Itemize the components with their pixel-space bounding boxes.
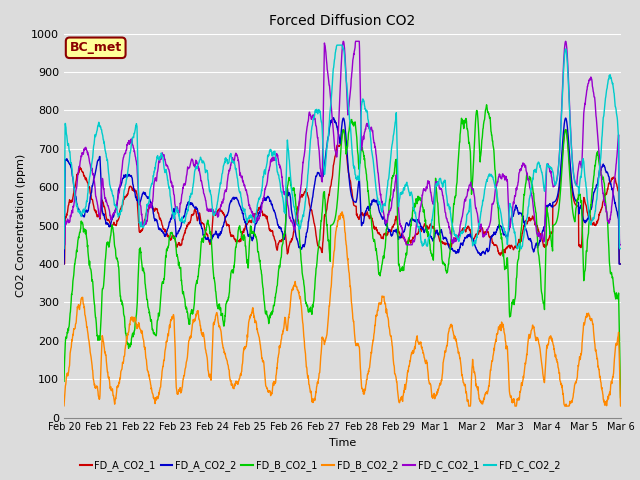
FD_C_CO2_2 bbox=[617, 246, 625, 252]
FD_B_CO2_2 bbox=[316, 366, 324, 372]
Line: FD_B_CO2_2: FD_B_CO2_2 bbox=[64, 212, 621, 406]
Legend: FD_A_CO2_1, FD_A_CO2_2, FD_B_CO2_1, FD_B_CO2_2, FD_C_CO2_1, FD_C_CO2_2: FD_A_CO2_1, FD_A_CO2_2, FD_B_CO2_1, FD_B… bbox=[76, 456, 564, 475]
FD_C_CO2_2 bbox=[60, 246, 68, 252]
FD_B_CO2_2 bbox=[60, 403, 68, 408]
Line: FD_C_CO2_1: FD_C_CO2_1 bbox=[64, 41, 621, 245]
FD_A_CO2_2 bbox=[601, 164, 609, 170]
FD_C_CO2_2 bbox=[88, 156, 96, 161]
FD_C_CO2_1 bbox=[601, 201, 609, 206]
FD_B_CO2_1 bbox=[499, 245, 506, 251]
FD_C_CO2_2 bbox=[333, 42, 341, 48]
FD_C_CO2_1 bbox=[316, 162, 324, 168]
Line: FD_A_CO2_1: FD_A_CO2_1 bbox=[64, 130, 621, 264]
FD_A_CO2_1 bbox=[499, 247, 506, 253]
FD_C_CO2_1 bbox=[60, 242, 68, 248]
FD_A_CO2_1 bbox=[316, 244, 324, 250]
Y-axis label: CO2 Concentration (ppm): CO2 Concentration (ppm) bbox=[15, 154, 26, 297]
FD_A_CO2_2 bbox=[330, 115, 337, 120]
FD_A_CO2_2 bbox=[499, 228, 506, 234]
FD_B_CO2_1 bbox=[316, 232, 324, 238]
FD_B_CO2_1 bbox=[331, 217, 339, 223]
FD_B_CO2_1 bbox=[88, 278, 96, 284]
FD_B_CO2_1 bbox=[60, 379, 68, 384]
Line: FD_A_CO2_2: FD_A_CO2_2 bbox=[64, 118, 621, 264]
FD_A_CO2_1 bbox=[340, 127, 348, 132]
FD_C_CO2_1 bbox=[88, 170, 96, 176]
FD_C_CO2_1 bbox=[331, 146, 339, 152]
FD_C_CO2_2 bbox=[499, 222, 506, 228]
FD_C_CO2_1 bbox=[601, 202, 609, 208]
FD_A_CO2_2 bbox=[617, 261, 625, 267]
FD_B_CO2_2 bbox=[602, 402, 609, 408]
FD_B_CO2_1 bbox=[617, 396, 625, 401]
FD_B_CO2_2 bbox=[617, 403, 625, 409]
FD_B_CO2_1 bbox=[601, 185, 609, 191]
FD_A_CO2_1 bbox=[601, 192, 609, 198]
FD_A_CO2_1 bbox=[331, 155, 339, 160]
FD_B_CO2_1 bbox=[483, 102, 490, 108]
Title: Forced Diffusion CO2: Forced Diffusion CO2 bbox=[269, 14, 415, 28]
FD_C_CO2_1 bbox=[499, 171, 506, 177]
FD_A_CO2_1 bbox=[88, 197, 96, 203]
FD_A_CO2_2 bbox=[60, 261, 68, 267]
FD_B_CO2_2 bbox=[331, 243, 339, 249]
FD_C_CO2_2 bbox=[316, 108, 324, 114]
FD_C_CO2_1 bbox=[617, 242, 625, 248]
FD_A_CO2_2 bbox=[88, 183, 96, 189]
FD_C_CO2_2 bbox=[601, 101, 609, 107]
X-axis label: Time: Time bbox=[329, 438, 356, 448]
FD_B_CO2_2 bbox=[601, 402, 609, 408]
FD_A_CO2_1 bbox=[617, 261, 625, 267]
FD_B_CO2_1 bbox=[601, 191, 609, 197]
FD_B_CO2_2 bbox=[88, 367, 96, 372]
FD_A_CO2_2 bbox=[331, 120, 339, 125]
FD_C_CO2_1 bbox=[340, 38, 348, 44]
Text: BC_met: BC_met bbox=[70, 41, 122, 54]
FD_B_CO2_2 bbox=[465, 403, 472, 409]
FD_C_CO2_2 bbox=[601, 104, 609, 110]
Line: FD_C_CO2_2: FD_C_CO2_2 bbox=[64, 45, 621, 249]
FD_C_CO2_2 bbox=[331, 56, 339, 62]
FD_A_CO2_2 bbox=[316, 173, 324, 179]
FD_A_CO2_1 bbox=[601, 192, 609, 198]
Line: FD_B_CO2_1: FD_B_CO2_1 bbox=[64, 105, 621, 398]
FD_A_CO2_2 bbox=[601, 164, 609, 170]
FD_B_CO2_2 bbox=[499, 324, 507, 330]
FD_B_CO2_2 bbox=[339, 209, 346, 215]
FD_A_CO2_1 bbox=[60, 261, 68, 267]
